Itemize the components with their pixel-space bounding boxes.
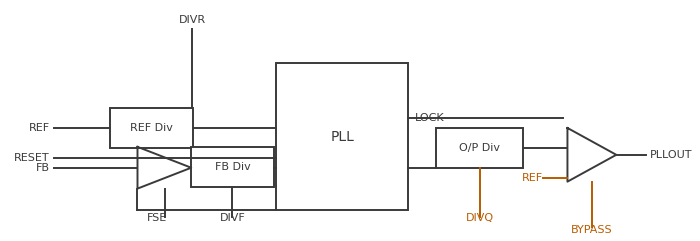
Text: O/P Div: O/P Div [459,143,500,153]
Text: DIVQ: DIVQ [466,214,493,223]
Text: REF Div: REF Div [130,123,173,133]
Text: DIVF: DIVF [219,214,245,223]
Text: PLL: PLL [330,130,354,144]
Text: FB Div: FB Div [215,162,251,172]
Text: BYPASS: BYPASS [571,225,612,235]
Text: REF: REF [522,173,543,183]
Text: LOCK: LOCK [415,113,444,123]
Text: RESET: RESET [14,153,50,163]
Text: PLLOUT: PLLOUT [650,150,692,160]
Bar [110,108,193,148]
Text: FSE: FSE [147,214,167,223]
Bar [435,128,524,168]
Text: REF: REF [29,123,50,133]
Text: FB: FB [36,163,50,173]
Bar [276,63,408,210]
Text: DIVR: DIVR [178,15,206,25]
Bar [191,147,274,187]
